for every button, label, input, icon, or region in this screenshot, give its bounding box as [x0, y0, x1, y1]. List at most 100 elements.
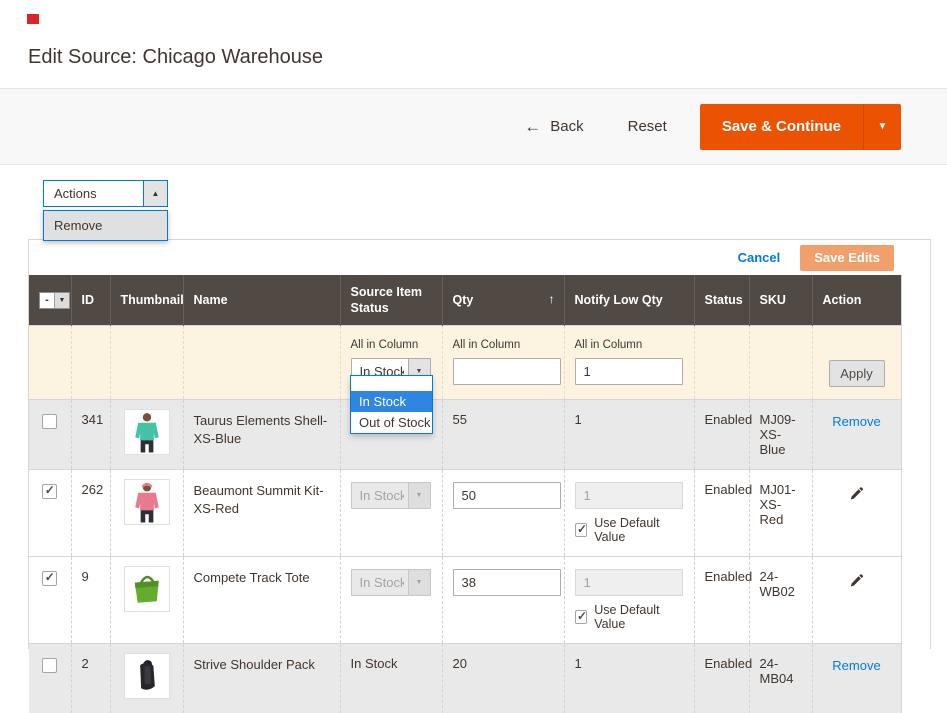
column-header-name[interactable]: Name	[182, 275, 340, 326]
product-thumbnail-pink-hoodie	[123, 478, 170, 525]
column-header-notify-low-qty[interactable]: Notify Low Qty	[563, 275, 694, 326]
qty-input[interactable]	[452, 568, 561, 596]
chevron-down-icon: ▼	[407, 482, 430, 508]
qty-input[interactable]	[452, 481, 561, 509]
row-checkbox[interactable]	[42, 570, 58, 586]
column-header-action[interactable]: Action	[811, 275, 901, 326]
notify-low-qty-input-disabled	[574, 481, 683, 509]
save-and-continue-button[interactable]: Save & Continue	[721, 118, 841, 136]
apply-button[interactable]: Apply	[828, 359, 885, 387]
actions-toggle[interactable]: ▲	[143, 181, 167, 207]
table-row: 9 Compete Track Tote In Stock	[29, 555, 901, 644]
grid-edit-toolbar: Cancel Save Edits	[29, 240, 930, 275]
edit-pencil-icon[interactable]	[849, 573, 864, 588]
cell-name: Taurus Elements Shell-XS-Blue	[182, 398, 340, 470]
select-all-indeterminate: -	[40, 292, 54, 308]
cell-select	[29, 555, 71, 644]
cell-name: Beaumont Summit Kit-XS-Red	[182, 468, 340, 557]
cell-name: Compete Track Tote	[182, 555, 340, 644]
cell-notify-low-qty: Use Default Value	[563, 468, 694, 557]
actions-menu: Remove	[43, 210, 168, 242]
cell-source-item-status: In Stock ▼	[339, 468, 442, 557]
select-all-chevron: ▼	[54, 292, 69, 308]
back-button[interactable]: ← Back	[524, 118, 583, 135]
row-checkbox[interactable]	[42, 413, 58, 429]
qty-column-input[interactable]	[452, 357, 561, 385]
cell-action	[811, 555, 901, 644]
product-thumbnail-teal-shell-jacket	[123, 408, 170, 455]
cell-id: 262	[70, 468, 110, 557]
source-item-status-select-value: In Stock	[359, 574, 404, 590]
product-thumbnail-green-tote-bag	[123, 565, 170, 612]
source-item-status-select-value: In Stock	[359, 487, 404, 503]
cell-sku: 24-MB04	[748, 642, 812, 713]
cell-select	[29, 468, 71, 557]
cell-status: Enabled	[693, 555, 752, 644]
cell-action	[811, 468, 901, 557]
row-checkbox[interactable]	[42, 657, 58, 673]
save-edits-button[interactable]: Save Edits	[800, 244, 894, 271]
cell-status: Enabled	[693, 398, 752, 470]
cell-sku: MJ01-XS-Red	[748, 468, 812, 557]
select-all-dropdown[interactable]: - ▼	[39, 291, 70, 309]
column-header-thumbnail[interactable]: Thumbnail	[109, 275, 184, 326]
bulk-edit-filter-row: All in Column In Stock ▼ All in Column A…	[29, 324, 901, 400]
status-option-empty[interactable]	[351, 376, 432, 391]
column-header-id[interactable]: ID	[70, 275, 110, 326]
filter-cell-apply: Apply	[811, 324, 901, 400]
all-in-column-label: All in Column	[350, 338, 419, 351]
use-default-value-checkbox[interactable]	[574, 609, 588, 624]
red-marker-badge	[27, 14, 39, 25]
edit-pencil-icon[interactable]	[849, 486, 864, 501]
status-option-out-of-stock[interactable]: Out of Stock	[359, 415, 431, 431]
reset-button[interactable]: Reset	[628, 118, 667, 135]
use-default-value-checkbox[interactable]	[574, 522, 588, 537]
remove-row-link[interactable]: Remove	[832, 657, 881, 673]
qty-header-label: Qty	[452, 293, 474, 308]
cell-qty: 20	[441, 642, 564, 713]
status-option-in-stock[interactable]: In Stock	[351, 391, 432, 413]
column-header-status[interactable]: Status	[693, 275, 749, 326]
column-header-source-item-status[interactable]: Source Item Status	[339, 275, 442, 326]
notify-low-qty-column-input[interactable]	[574, 357, 683, 385]
table-row: 262 Beaumont Summit Kit-XS-Red	[29, 468, 901, 557]
cell-qty: 55	[441, 398, 564, 470]
filter-cell-empty-4	[182, 324, 340, 400]
cell-notify-low-qty: 1	[563, 398, 694, 470]
page-actions-toolbar: ← Back Reset Save & Continue ▼	[0, 88, 947, 166]
products-table: - ▼ ID Thumbnail Name Source Item Status…	[29, 275, 902, 713]
chevron-down-icon: ▼	[877, 121, 888, 133]
cell-name: Strive Shoulder Pack	[182, 642, 340, 713]
cell-id: 341	[70, 398, 110, 470]
use-default-value-option: Use Default Value	[574, 603, 684, 631]
save-options-toggle[interactable]: ▼	[863, 103, 901, 150]
actions-button-label: Actions	[54, 186, 97, 202]
cell-qty	[441, 468, 564, 557]
product-thumbnail-black-shoulder-pack	[123, 652, 170, 699]
status-select-open-dropdown: In Stock Out of Stock	[350, 375, 433, 435]
source-items-grid: Cancel Save Edits - ▼ ID Thumbnail Name …	[28, 239, 931, 713]
actions-menu-item-remove[interactable]: Remove	[54, 218, 103, 234]
filter-cell-empty-3	[109, 324, 183, 400]
row-checkbox[interactable]	[42, 483, 58, 499]
cell-source-item-status: In Stock ▼	[339, 555, 442, 644]
mass-actions-dropdown: Actions ▲ Remove	[43, 180, 168, 242]
save-and-continue-split-button: Save & Continue ▼	[699, 103, 901, 150]
cell-action: Remove	[811, 398, 901, 470]
source-item-status-select-disabled: In Stock ▼	[350, 568, 431, 596]
cell-notify-low-qty: Use Default Value	[563, 555, 694, 644]
remove-row-link[interactable]: Remove	[832, 413, 881, 429]
actions-button[interactable]: Actions ▲	[43, 180, 168, 208]
table-header-row: - ▼ ID Thumbnail Name Source Item Status…	[29, 275, 901, 326]
column-header-sku[interactable]: SKU	[748, 275, 812, 326]
column-header-qty[interactable]: Qty ↑	[441, 275, 564, 326]
use-default-value-option: Use Default Value	[574, 516, 684, 544]
filter-cell-empty-2	[70, 324, 110, 400]
cell-thumbnail	[109, 398, 183, 470]
all-in-column-label: All in Column	[574, 338, 643, 351]
all-in-column-label: All in Column	[452, 338, 521, 351]
cancel-button[interactable]: Cancel	[737, 250, 781, 266]
cell-select	[29, 642, 71, 713]
cell-sku: 24-WB02	[748, 555, 812, 644]
filter-cell-empty-1	[29, 324, 71, 400]
